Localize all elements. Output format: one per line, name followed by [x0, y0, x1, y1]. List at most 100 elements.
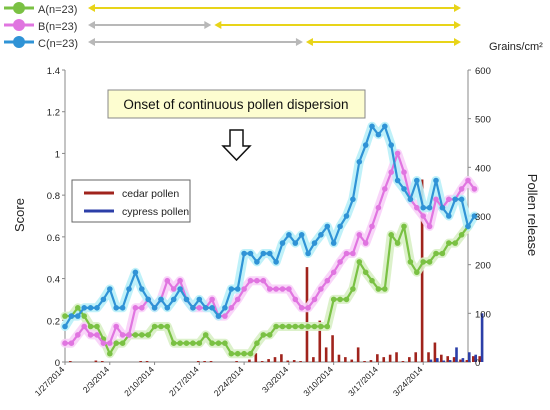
series-point — [388, 232, 395, 238]
series-point — [388, 142, 395, 148]
series-point — [439, 204, 446, 211]
series-line — [64, 125, 476, 328]
right-tick-label: 200 — [475, 261, 491, 272]
series-point — [465, 223, 471, 230]
series-point — [324, 277, 331, 284]
series-point — [183, 340, 190, 347]
series-point — [330, 296, 337, 303]
series-point — [202, 305, 209, 311]
score-lines — [60, 121, 479, 359]
series-point — [113, 340, 119, 347]
series-point — [298, 232, 305, 238]
series-point — [177, 277, 183, 284]
series-point — [388, 169, 395, 175]
onset-annotation: Onset of continuous pollen dispersion — [107, 89, 366, 162]
series-point — [350, 286, 356, 292]
series-point — [330, 269, 337, 276]
right-tick-label: 400 — [475, 163, 491, 174]
series-point — [107, 350, 113, 357]
cedar-bar — [196, 361, 200, 362]
series-point — [113, 323, 119, 330]
series-point — [394, 240, 401, 246]
legend-label-b: B(n=23) — [38, 21, 77, 33]
series-point — [107, 340, 113, 347]
series-point — [113, 305, 119, 311]
period-yellow-arrowhead — [454, 38, 461, 46]
cedar-bar — [145, 361, 149, 362]
cedar-bar — [382, 357, 386, 362]
cypress-legend-label: cypress pollen — [122, 206, 189, 218]
series-point — [247, 277, 254, 284]
series-point — [394, 177, 401, 184]
series-point — [164, 277, 171, 284]
series-point — [170, 340, 177, 347]
left-tick-label: 1.2 — [47, 108, 60, 119]
series-point — [209, 340, 215, 347]
legend-label-a: A(n=23) — [38, 4, 77, 16]
cedar-bar — [337, 354, 341, 362]
series-point — [446, 240, 452, 246]
cedar-bar — [459, 359, 462, 362]
cedar-bar — [235, 361, 238, 362]
cedar-bar — [465, 360, 469, 362]
series-point — [183, 296, 190, 303]
series-point — [458, 232, 465, 238]
series-point — [433, 250, 439, 257]
series-point — [234, 350, 241, 357]
cedar-bar — [331, 335, 334, 362]
period-yellow-arrowhead — [454, 21, 461, 29]
series-point — [273, 259, 279, 265]
series-point — [68, 313, 75, 319]
cedar-bar — [401, 361, 405, 362]
series-point — [119, 305, 126, 311]
series-point — [215, 313, 222, 319]
series-point — [241, 350, 247, 357]
cedar-bar — [286, 360, 290, 362]
cedar-bar — [203, 361, 206, 362]
series-point — [254, 340, 260, 347]
cedar-legend-label: cedar pollen — [122, 188, 179, 200]
series-point — [260, 332, 267, 338]
series-point — [382, 186, 388, 192]
cedar-bar — [414, 352, 418, 362]
series-point — [343, 250, 350, 257]
pollen-legend-box — [71, 179, 191, 223]
period-gray-arrowhead — [204, 21, 212, 29]
left-tick-label: 0.2 — [47, 316, 60, 327]
legend-marker-c — [13, 36, 25, 48]
series-point — [94, 305, 100, 311]
series-point — [241, 250, 247, 257]
right-tick-label: 500 — [475, 115, 491, 126]
series-point — [202, 332, 209, 338]
series-point — [369, 123, 375, 130]
period-yellow-arrowhead — [214, 21, 222, 29]
series-point — [279, 286, 286, 292]
series-point — [266, 286, 273, 292]
series-point — [298, 305, 305, 311]
series-point — [305, 323, 311, 330]
series-point — [158, 323, 164, 330]
left-tick-label: 0 — [55, 358, 60, 369]
x-tick-label: 2/17/2014 — [167, 364, 201, 398]
series-point — [311, 323, 318, 330]
cedar-bar — [248, 359, 251, 362]
series-point — [87, 332, 94, 338]
series-point — [362, 269, 369, 276]
series-point — [369, 223, 375, 230]
series-point — [292, 296, 299, 303]
series-point — [164, 305, 171, 311]
series-point — [119, 332, 126, 338]
x-tick-label: 3/24/2014 — [391, 364, 425, 398]
series-point — [247, 350, 254, 357]
right-tick-label: 600 — [475, 66, 491, 77]
series-point — [279, 240, 286, 246]
cedar-bar — [94, 360, 98, 362]
right-tick-label: 100 — [475, 309, 491, 320]
series-point — [279, 323, 286, 330]
series-point — [81, 313, 87, 319]
series-point — [324, 223, 331, 230]
x-tick-label: 2/10/2014 — [122, 364, 156, 398]
cedar-bar — [267, 359, 270, 362]
series-point — [420, 213, 427, 219]
cedar-bar — [100, 361, 104, 362]
